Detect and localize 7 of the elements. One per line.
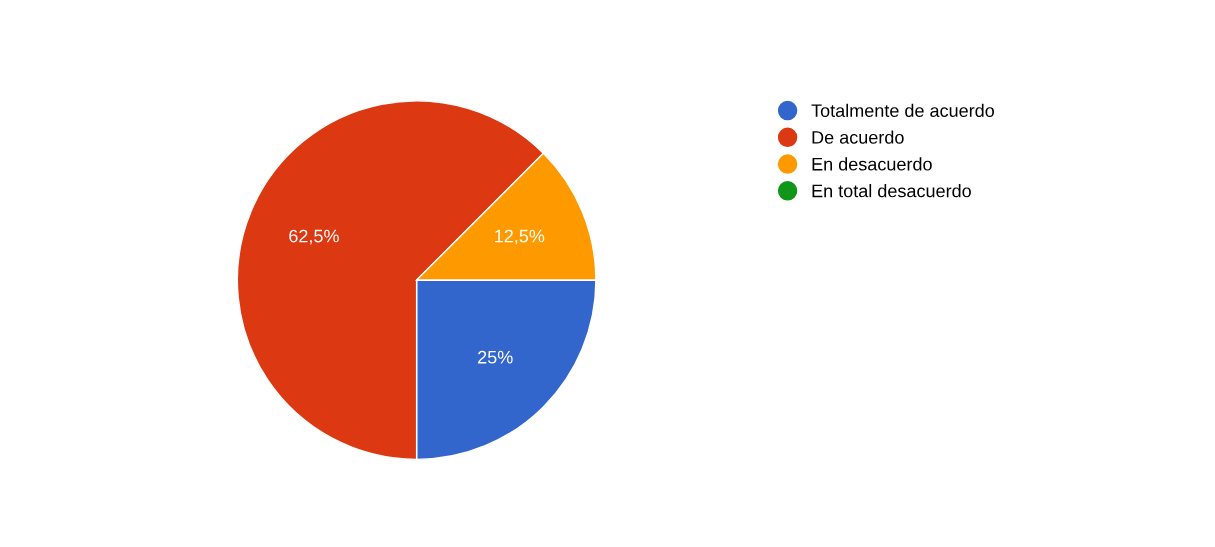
- legend-label: En total desacuerdo: [812, 184, 971, 198]
- data-label: 12,5%: [495, 229, 545, 245]
- legend-label: En desacuerdo: [812, 157, 932, 171]
- legend-label: De acuerdo: [812, 130, 904, 144]
- legend-label: Totalmente de acuerdo: [811, 103, 994, 118]
- data-label: 62,5%: [289, 229, 339, 245]
- data-label: 25%: [478, 350, 513, 364]
